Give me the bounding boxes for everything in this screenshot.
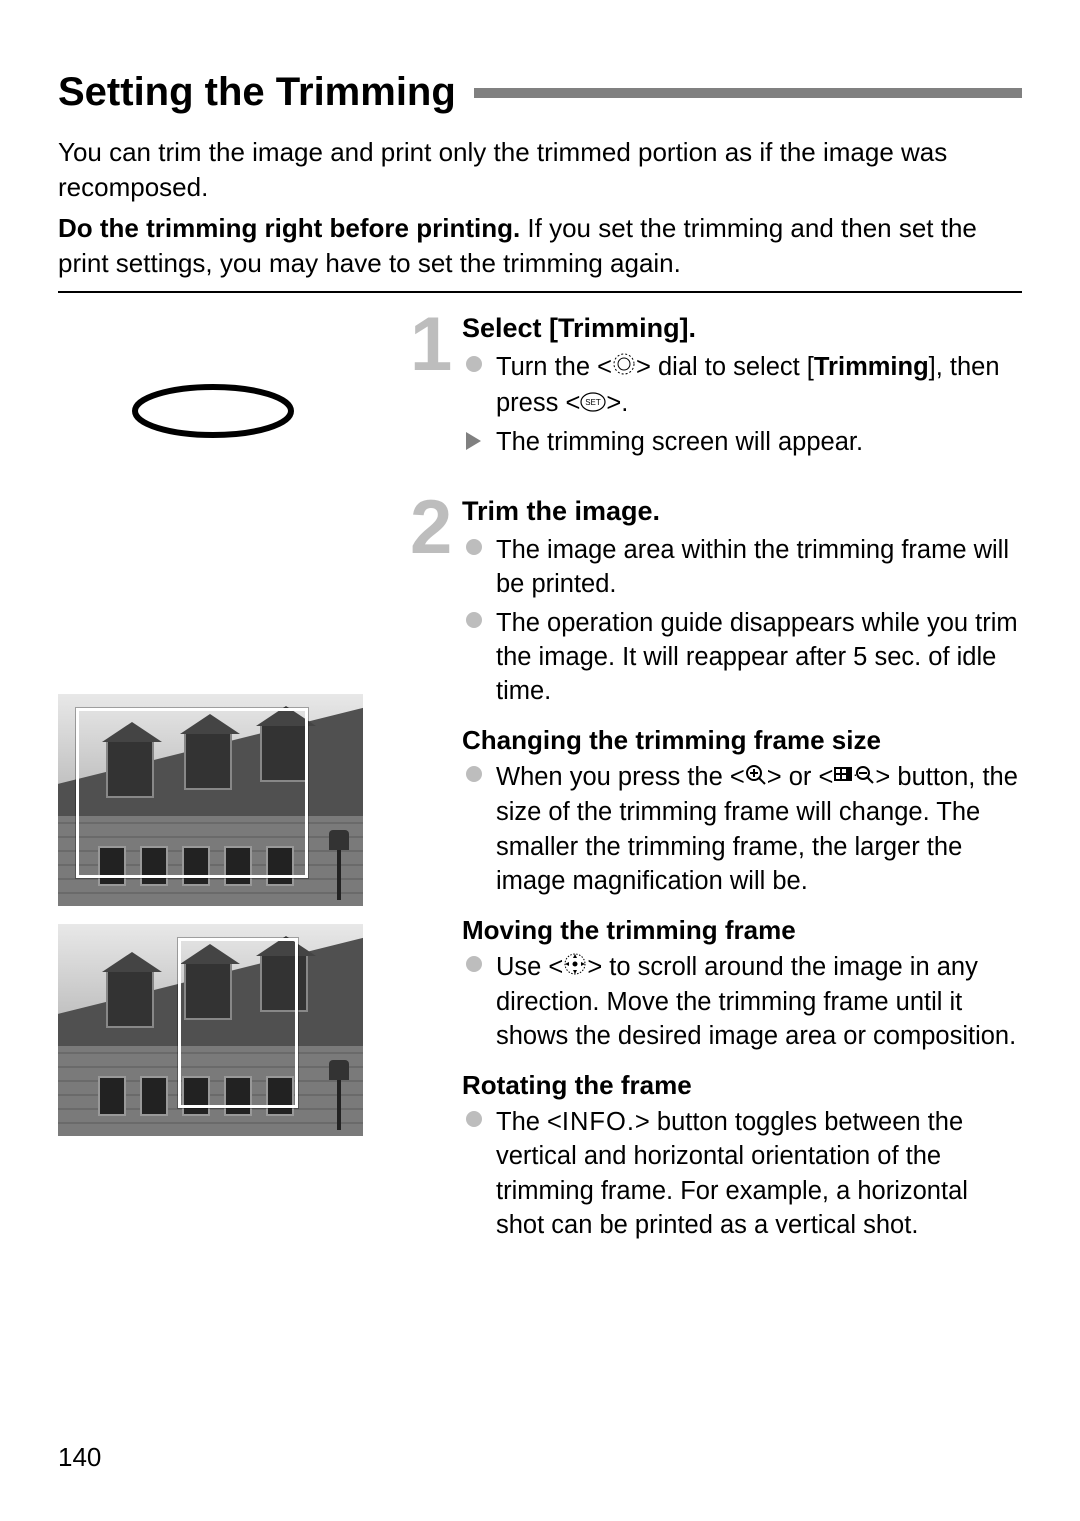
step-1-illustration-col [58, 311, 410, 463]
subheading-moving-frame: Moving the trimming frame [462, 915, 1022, 946]
set-button-icon: SET [580, 387, 606, 421]
bullet-dot-icon [466, 766, 482, 782]
step-1-bullet-1: Turn the <> dial to select [Trimming], t… [462, 350, 1022, 421]
bullet-dot-icon [466, 539, 482, 555]
title-row: Setting the Trimming [58, 70, 1022, 115]
page-number: 140 [58, 1442, 101, 1473]
step-2-illustration-col [58, 494, 410, 1247]
multi-controller-icon [563, 951, 587, 985]
intro-paragraph-2: Do the trimming right before printing. I… [58, 211, 1022, 281]
step-1-bullet-2: The trimming screen will appear. [462, 425, 1022, 459]
bullet-dot-icon [466, 1111, 482, 1127]
page-title: Setting the Trimming [58, 70, 456, 115]
section-divider [58, 291, 1022, 293]
intro-paragraph-1: You can trim the image and print only th… [58, 135, 1022, 205]
step-2-row: 2 Trim the image. The image area within … [58, 494, 1022, 1247]
quick-dial-icon [612, 351, 636, 385]
frame-size-bullet: When you press the <> or <·> button, the… [462, 760, 1022, 899]
sample-photo-2 [58, 924, 363, 1136]
step-1-number: 1 [410, 311, 462, 463]
bullet-dot-icon [466, 956, 482, 972]
title-divider-bar [474, 88, 1022, 98]
step-2-bullet-2: The operation guide disappears while you… [462, 606, 1022, 709]
bullet-dot-icon [466, 612, 482, 628]
rotating-frame-bullet: The <INFO.> button toggles between the v… [462, 1105, 1022, 1243]
dial-illustration [128, 381, 398, 446]
step-1-heading: Select [Trimming]. [462, 313, 1022, 344]
svg-text:SET: SET [586, 398, 602, 407]
index-zoom-out-icon: · [833, 761, 875, 795]
step-2-heading: Trim the image. [462, 496, 1022, 527]
zoom-in-icon [745, 761, 767, 795]
subheading-frame-size: Changing the trimming frame size [462, 725, 1022, 756]
step-2-bullet-1: The image area within the trimming frame… [462, 533, 1022, 602]
sample-photo-1 [58, 694, 363, 906]
info-button-label: INFO. [562, 1108, 635, 1136]
triangle-bullet-icon [466, 432, 481, 450]
moving-frame-bullet: Use <> to scroll around the image in any… [462, 950, 1022, 1054]
step-1-row: 1 Select [Trimming]. Turn the <> dial to… [58, 311, 1022, 463]
step-2-number: 2 [410, 494, 462, 1247]
bullet-dot-icon [466, 356, 482, 372]
intro-bold: Do the trimming right before printing. [58, 213, 520, 243]
trim-frame-vertical [178, 938, 298, 1108]
subheading-rotating-frame: Rotating the frame [462, 1070, 1022, 1101]
trim-frame-horizontal [76, 708, 308, 878]
